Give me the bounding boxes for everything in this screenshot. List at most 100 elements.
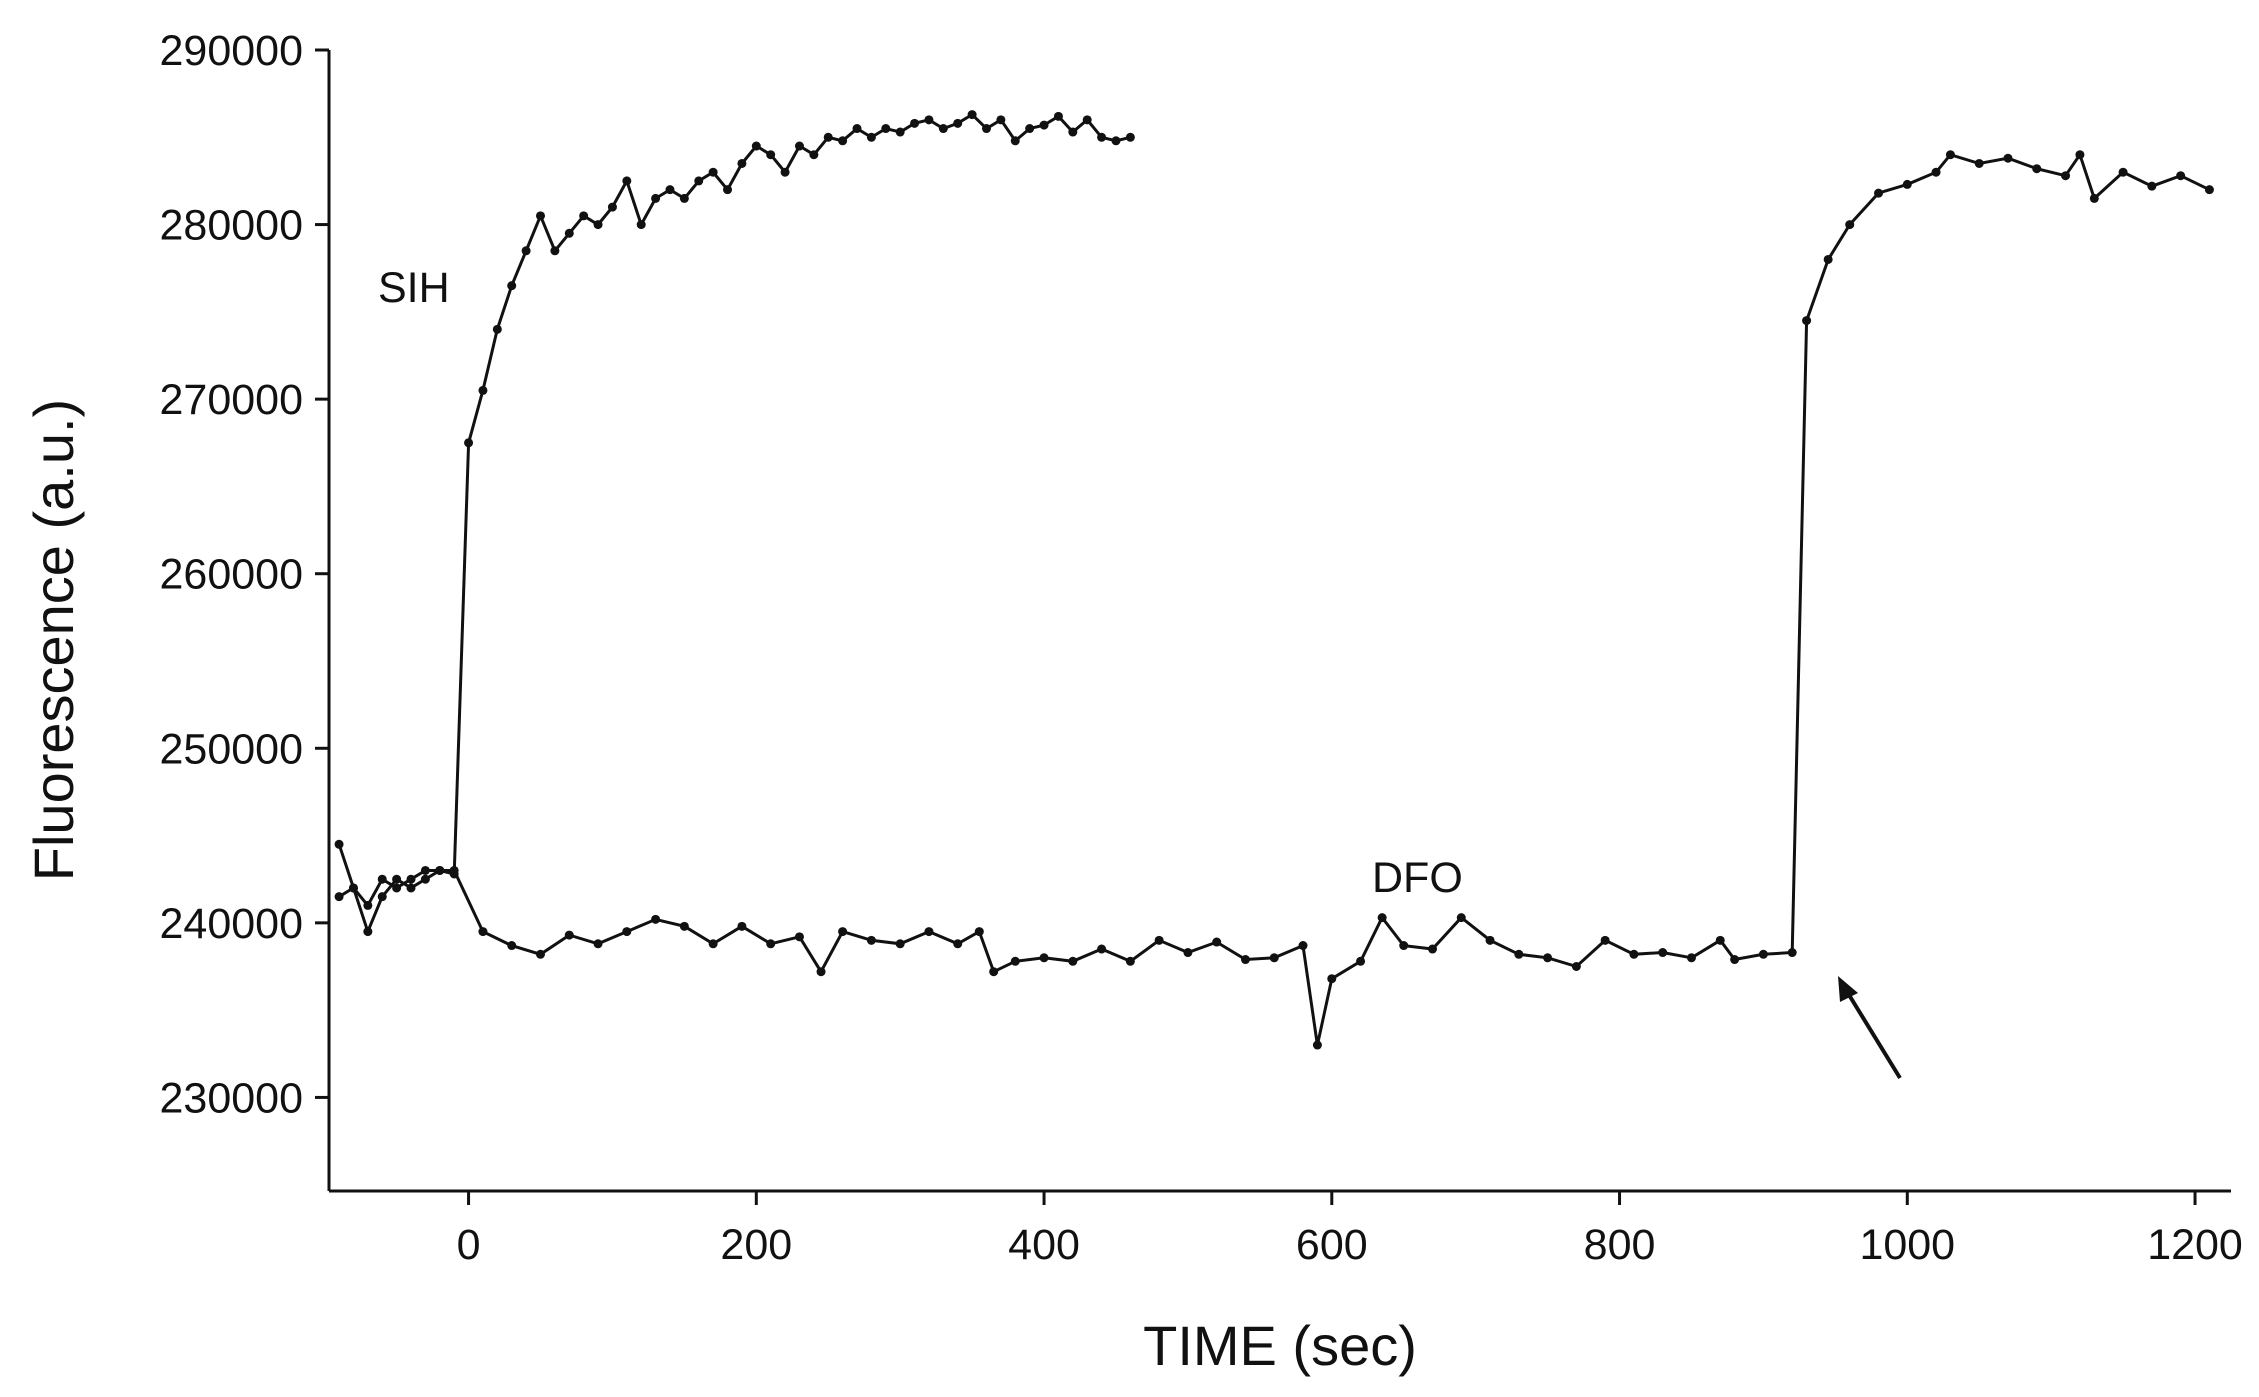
x-tick-label: 0: [457, 1221, 481, 1269]
data-point: [1629, 949, 1639, 959]
data-point: [622, 176, 632, 186]
data-point: [838, 136, 848, 146]
data-point: [852, 124, 862, 134]
data-point: [2032, 164, 2042, 174]
data-point: [723, 185, 733, 195]
data-point: [1212, 937, 1222, 947]
data-point: [665, 185, 675, 195]
data-point: [392, 874, 402, 884]
y-tick-label: 230000: [160, 1074, 304, 1122]
x-tick-label: 400: [1008, 1221, 1080, 1269]
data-point: [838, 927, 848, 937]
data-point: [679, 193, 689, 203]
data-point: [1039, 120, 1049, 130]
data-point: [1053, 111, 1063, 121]
series-line: [337, 151, 2211, 1046]
data-point: [989, 967, 999, 977]
data-point: [1356, 956, 1366, 966]
data-point: [1931, 167, 1941, 177]
annotation: DFO: [1372, 854, 1463, 902]
data-point: [1068, 127, 1078, 137]
data-point: [1125, 956, 1135, 966]
data-point: [708, 167, 718, 177]
annotation: SIH: [378, 264, 450, 312]
data-point: [1658, 948, 1668, 958]
data-point: [1010, 136, 1020, 146]
x-axis-label: TIME (sec): [1143, 1314, 1417, 1377]
y-tick-label: 280000: [160, 202, 304, 250]
data-point: [1025, 124, 1035, 134]
data-point: [507, 941, 517, 951]
data-point: [1823, 254, 1833, 264]
data-point: [2003, 153, 2013, 163]
data-point: [2147, 181, 2157, 191]
data-point: [1600, 935, 1610, 945]
data-point: [1974, 158, 1984, 168]
data-point: [1514, 949, 1524, 959]
data-point: [2118, 167, 2128, 177]
data-point: [910, 118, 920, 128]
data-point: [1097, 944, 1107, 954]
data-point: [406, 883, 416, 893]
data-point: [1571, 962, 1581, 972]
data-point: [651, 914, 661, 924]
data-point: [593, 939, 603, 949]
data-point: [895, 127, 905, 137]
data-point: [1802, 316, 1812, 326]
data-point: [1399, 941, 1409, 951]
data-point: [866, 935, 876, 945]
data-point: [2075, 150, 2085, 160]
data-point: [449, 865, 459, 875]
data-point: [651, 193, 661, 203]
y-tick-label: 240000: [160, 900, 304, 948]
arrow: [1844, 988, 1902, 1080]
data-point: [694, 176, 704, 186]
data-point: [564, 228, 574, 238]
x-tick-label: 1000: [1859, 1221, 1955, 1269]
data-point: [794, 141, 804, 151]
data-point: [953, 118, 963, 128]
data-point: [1111, 136, 1121, 146]
data-point: [535, 211, 545, 221]
data-point: [1298, 941, 1308, 951]
data-point: [866, 132, 876, 142]
data-point: [464, 438, 474, 448]
data-point: [794, 932, 804, 942]
data-point: [924, 115, 934, 125]
data-point: [924, 927, 934, 937]
data-point: [1845, 220, 1855, 230]
x-tick-label: 800: [1584, 1221, 1656, 1269]
data-point: [550, 246, 560, 256]
y-tick-label: 290000: [160, 27, 304, 75]
data-point: [823, 132, 833, 142]
data-point: [2204, 185, 2214, 195]
data-point: [420, 865, 430, 875]
data-point: [1874, 188, 1884, 198]
y-axis-label: Fluorescence (a.u.): [22, 399, 85, 881]
data-point: [392, 883, 402, 893]
data-point: [780, 167, 790, 177]
data-point: [766, 150, 776, 160]
data-point: [363, 900, 373, 910]
data-point: [564, 930, 574, 940]
data-point: [478, 927, 488, 937]
data-point: [1097, 132, 1107, 142]
data-point: [1039, 953, 1049, 963]
arrow-head: [1838, 976, 1858, 1002]
data-point: [1902, 179, 1912, 189]
data-point: [363, 927, 373, 937]
data-point: [766, 939, 776, 949]
data-point: [1327, 974, 1337, 984]
data-point: [507, 281, 517, 291]
data-point: [492, 324, 502, 334]
data-point: [1010, 956, 1020, 966]
data-point: [2176, 171, 2186, 181]
data-point: [1485, 935, 1495, 945]
data-point: [1377, 913, 1387, 923]
data-point: [1758, 949, 1768, 959]
data-point: [2061, 171, 2071, 181]
data-point: [334, 839, 344, 849]
data-point: [881, 124, 891, 134]
data-point: [751, 141, 761, 151]
data-point: [809, 150, 819, 160]
